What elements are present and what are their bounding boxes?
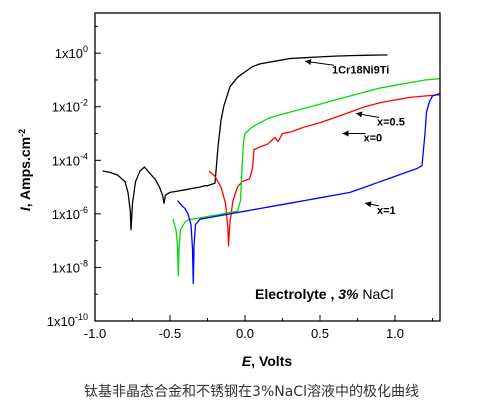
annotation-label: x=0.5 xyxy=(377,116,405,128)
x-tick-label: 0.0 xyxy=(236,326,254,341)
figure-caption: 钛基非晶态合金和不锈钢在3%NaCl溶液中的极化曲线 xyxy=(84,384,419,400)
x-tick-label: -1.0 xyxy=(84,326,106,341)
x-axis-title: E, Volts xyxy=(242,353,293,369)
y-axis-title: I, Amps.cm-2 xyxy=(17,129,33,211)
y-tick-label: 1x100 xyxy=(55,44,88,61)
series-line-2 xyxy=(208,94,441,247)
series-layer xyxy=(102,54,441,285)
polarization-chart: 1x100 1x10-2 1x10-4 1x10-6 1x10-8 1x10-10 -1.… xyxy=(17,12,441,369)
y-tick-label: 1x10-8 xyxy=(52,258,88,275)
series-line-3 xyxy=(172,77,441,277)
series-line-4 xyxy=(177,92,441,285)
annotation-label: x=1 xyxy=(377,205,396,217)
annotation-arrow-head xyxy=(356,111,363,118)
plot-frame xyxy=(94,12,441,322)
electrolyte-inset-label: Electrolyte , 3% NaCl xyxy=(255,286,394,302)
ticks-layer xyxy=(94,25,433,322)
y-tick-label: 1x10-6 xyxy=(52,205,88,222)
x-tick-label: 0.5 xyxy=(311,326,329,341)
y-tick-label: 1x10-4 xyxy=(52,151,88,168)
annotation-label: x=0 xyxy=(364,133,383,145)
x-tick-labels: -1.0 -0.5 0.0 0.5 1.0 xyxy=(84,326,404,341)
y-tick-label: 1x10-10 xyxy=(47,312,88,329)
y-tick-label: 1x10-2 xyxy=(52,98,88,115)
x-tick-label: -0.5 xyxy=(159,326,181,341)
series-line-1 xyxy=(102,54,388,231)
annotations-layer: 1Cr18Ni9Ti x=0.5 x=0 x=1 xyxy=(304,59,405,217)
x-tick-label: 1.0 xyxy=(386,326,404,341)
annotation-label: 1Cr18Ni9Ti xyxy=(332,64,389,76)
y-tick-labels: 1x100 1x10-2 1x10-4 1x10-6 1x10-8 1x10-10 xyxy=(47,44,88,329)
annotation-arrow-head xyxy=(305,59,312,66)
annotation-arrow-head xyxy=(365,201,372,208)
annotation-arrow-head xyxy=(342,130,349,137)
